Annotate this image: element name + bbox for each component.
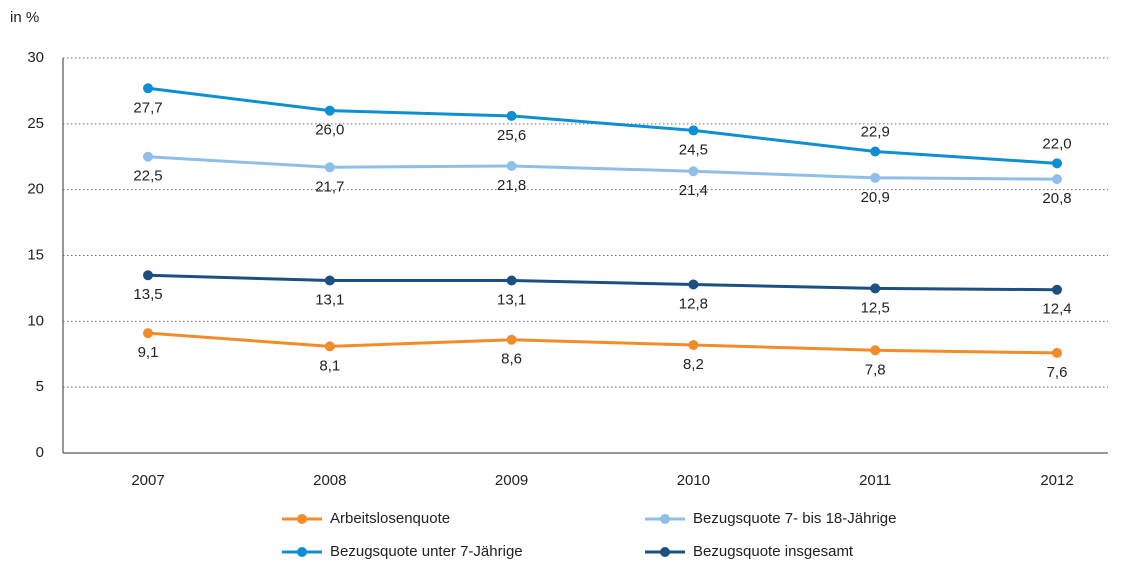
y-tick-label: 20: [27, 181, 44, 198]
data-point: [870, 172, 881, 183]
series-line: [147, 86, 1058, 165]
data-point: [324, 105, 335, 116]
data-point: [1052, 284, 1062, 295]
data-point: [1052, 174, 1062, 185]
x-tick-label: 2009: [495, 472, 528, 489]
data-label: 21,7: [315, 178, 344, 195]
data-point: [1052, 158, 1062, 169]
series-line: [147, 331, 1058, 355]
data-point: [688, 340, 699, 351]
data-label: 12,4: [1042, 301, 1071, 318]
y-axis-label: in %: [10, 9, 39, 26]
data-label: 24,5: [679, 141, 708, 158]
data-point: [506, 275, 517, 286]
data-label: 26,0: [315, 122, 344, 139]
data-point: [688, 279, 699, 290]
data-point: [870, 146, 881, 157]
data-label: 13,5: [133, 286, 162, 303]
data-point: [688, 166, 699, 177]
x-tick-label: 2011: [859, 472, 891, 489]
data-label: 21,8: [497, 177, 526, 194]
data-point: [143, 270, 153, 281]
data-point: [870, 283, 881, 294]
data-point: [143, 328, 153, 339]
y-tick-label: 5: [36, 378, 44, 395]
data-label: 22,0: [1042, 135, 1071, 152]
data-point: [324, 162, 335, 173]
legend-label: Bezugsquote unter 7-Jährige: [330, 543, 523, 560]
legend-label: Bezugsquote insgesamt: [693, 543, 854, 560]
data-label: 7,6: [1047, 364, 1068, 381]
data-point: [1052, 347, 1062, 358]
data-point: [688, 125, 699, 136]
data-point: [506, 110, 517, 121]
data-label: 8,1: [319, 357, 340, 374]
data-label: 20,9: [861, 189, 890, 206]
data-label: 27,7: [133, 99, 162, 116]
data-label: 20,8: [1042, 190, 1071, 207]
data-point: [143, 83, 153, 94]
data-point: [870, 345, 881, 356]
data-label: 13,1: [497, 291, 526, 308]
x-tick-label: 2010: [677, 472, 710, 489]
data-point: [143, 151, 153, 162]
y-tick-label: 15: [27, 246, 44, 263]
y-tick-label: 30: [27, 49, 44, 66]
data-point: [324, 275, 335, 286]
series-line: [147, 273, 1058, 292]
legend-marker: [297, 547, 307, 557]
y-tick-label: 25: [27, 115, 44, 132]
data-label: 22,9: [861, 123, 890, 140]
data-point: [324, 341, 335, 352]
legend-label: Bezugsquote 7- bis 18-Jährige: [693, 510, 896, 527]
legend-marker: [297, 514, 307, 524]
x-tick-label: 2012: [1040, 472, 1073, 489]
data-point: [506, 160, 517, 171]
series-line: [147, 155, 1058, 181]
x-tick-label: 2008: [313, 472, 346, 489]
data-label: 25,6: [497, 127, 526, 144]
data-label: 12,5: [861, 299, 890, 316]
data-label: 12,8: [679, 295, 708, 312]
data-label: 7,8: [865, 361, 886, 378]
legend-marker: [660, 514, 670, 524]
data-label: 8,6: [501, 351, 522, 368]
legend-label: Arbeitslosenquote: [330, 510, 450, 527]
data-label: 9,1: [138, 344, 159, 361]
data-label: 22,5: [133, 168, 162, 185]
y-tick-label: 10: [27, 312, 44, 329]
data-label: 21,4: [679, 182, 708, 199]
y-tick-label: 0: [36, 444, 44, 461]
data-point: [506, 334, 517, 345]
legend-marker: [660, 547, 670, 557]
data-label: 13,1: [315, 291, 344, 308]
data-label: 8,2: [683, 356, 704, 373]
x-tick-label: 2007: [131, 472, 164, 489]
